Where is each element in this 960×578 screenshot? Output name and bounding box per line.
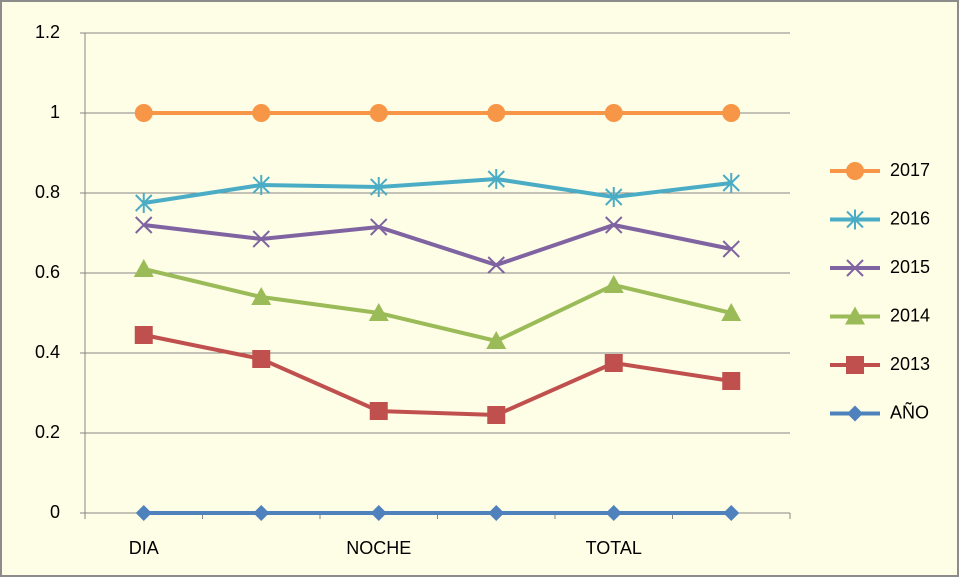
- marker: [487, 169, 505, 189]
- y-tick-label: 0: [50, 502, 60, 522]
- series-line: [143, 222, 732, 268]
- marker: [135, 216, 153, 234]
- marker: [252, 230, 270, 248]
- legend-marker: [845, 306, 865, 325]
- marker: [135, 193, 153, 213]
- series-line: [143, 267, 732, 344]
- y-tick-label: 1.2: [35, 22, 60, 42]
- y-tick-label: 0.2: [35, 422, 60, 442]
- legend-label: AÑO: [890, 401, 929, 422]
- marker: [135, 505, 152, 521]
- x-tick-label: DIA: [129, 538, 159, 558]
- y-tick-label: 0.4: [35, 342, 60, 362]
- series: [135, 216, 740, 274]
- legend-marker: [847, 405, 863, 422]
- marker: [368, 303, 389, 321]
- legend-label: 2014: [890, 305, 930, 325]
- y-tick-label: 1: [50, 102, 60, 122]
- marker: [605, 505, 622, 521]
- marker: [605, 216, 623, 234]
- marker: [723, 505, 740, 521]
- marker: [133, 259, 154, 277]
- marker: [252, 104, 271, 122]
- legend-label: 2015: [890, 257, 930, 277]
- marker: [603, 275, 624, 293]
- marker: [722, 240, 740, 258]
- marker: [370, 505, 387, 521]
- marker: [370, 218, 388, 236]
- marker: [722, 104, 741, 122]
- marker: [252, 175, 270, 195]
- series: [135, 169, 740, 213]
- x-tick-label: NOCHE: [346, 538, 411, 558]
- marker: [134, 326, 153, 344]
- y-tick-label: 0.6: [35, 262, 60, 282]
- marker: [487, 104, 506, 122]
- legend-label: 2013: [890, 354, 930, 374]
- legend-marker: [846, 162, 864, 180]
- marker: [369, 104, 388, 122]
- legend-marker: [846, 259, 864, 277]
- x-tick-label: TOTAL: [586, 538, 642, 558]
- series: [133, 259, 742, 349]
- series: [134, 326, 741, 424]
- marker: [722, 372, 741, 390]
- marker: [721, 303, 742, 321]
- series: [135, 505, 740, 521]
- marker: [488, 505, 505, 521]
- marker: [370, 177, 388, 197]
- marker: [604, 354, 623, 372]
- series-line: [143, 176, 732, 205]
- series-line: [143, 333, 732, 418]
- marker: [722, 173, 740, 193]
- marker: [369, 402, 388, 420]
- legend-marker: [846, 209, 864, 230]
- marker: [605, 187, 623, 207]
- marker: [487, 256, 505, 274]
- marker: [252, 350, 271, 368]
- legend-marker: [846, 356, 864, 374]
- marker: [487, 406, 506, 424]
- legend-label: 2017: [890, 160, 930, 180]
- series: [134, 104, 741, 122]
- marker: [251, 287, 272, 305]
- legend-label: 2016: [890, 208, 930, 228]
- marker: [486, 331, 507, 349]
- marker: [253, 505, 270, 521]
- y-tick-label: 0.8: [35, 182, 60, 202]
- marker: [604, 104, 623, 122]
- marker: [134, 104, 153, 122]
